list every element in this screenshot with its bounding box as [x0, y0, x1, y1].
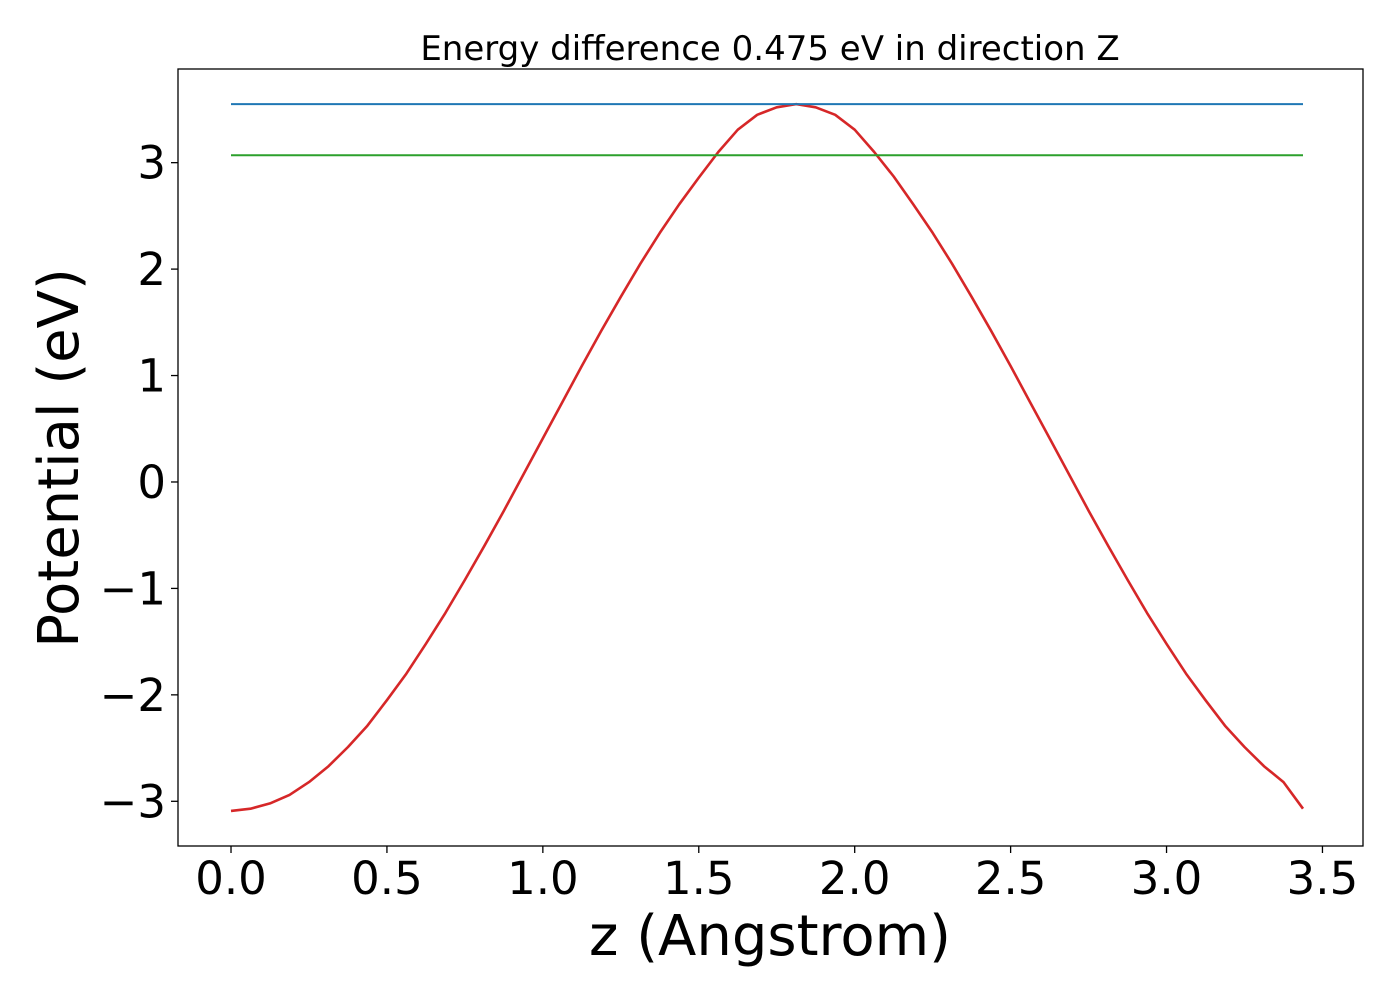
y-tick-label: 1	[137, 350, 166, 403]
x-axis: 0.0 0.5 1.0 1.5 2.0 2.5 3.0 3.5	[195, 846, 1358, 905]
x-tick-label: 0.5	[351, 852, 423, 905]
plot-area	[230, 102, 1305, 813]
series-line-0	[230, 102, 1305, 813]
y-axis-label: Potential (eV)	[27, 268, 92, 648]
y-tick-label: −2	[100, 669, 166, 722]
x-tick-label: 3.5	[1287, 852, 1359, 905]
x-tick-label: 3.0	[1131, 852, 1203, 905]
y-tick-label: −1	[100, 562, 166, 615]
x-tick-label: 0.0	[195, 852, 267, 905]
plot-frame	[177, 68, 1364, 847]
x-tick-label: 2.0	[819, 852, 891, 905]
x-tick-label: 1.0	[507, 852, 579, 905]
chart-title: Energy difference 0.475 eV in direction …	[420, 29, 1119, 69]
y-tick-label: 0	[137, 456, 166, 509]
y-tick-label: −3	[100, 775, 166, 828]
y-tick-label: 2	[137, 243, 166, 296]
x-tick-label: 1.5	[663, 852, 735, 905]
x-axis-label: z (Angstrom)	[589, 904, 951, 969]
y-axis: −3 −2 −1 0 1 2 3	[100, 137, 178, 828]
y-tick-label: 3	[137, 137, 166, 190]
x-tick-label: 2.5	[975, 852, 1047, 905]
